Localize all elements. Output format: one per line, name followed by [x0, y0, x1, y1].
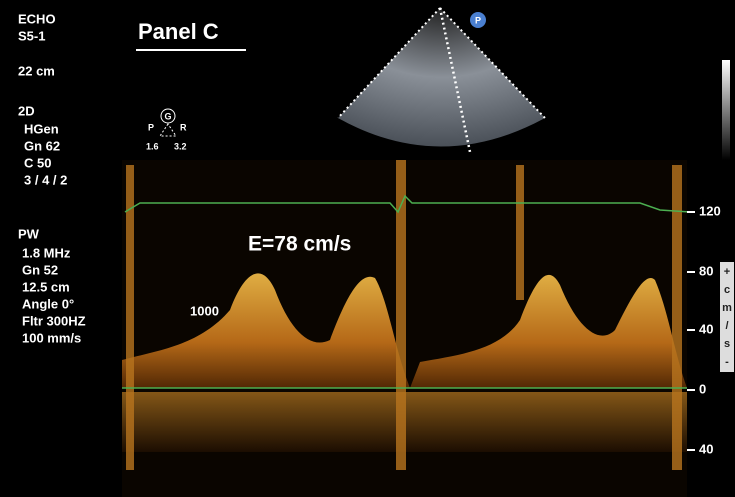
mode: ECHO — [18, 11, 56, 26]
marker-ring — [160, 108, 176, 124]
marker-r: R — [180, 122, 187, 132]
unit-char: + — [724, 266, 730, 278]
scale-label: 0 — [699, 381, 706, 396]
unit-char: s — [724, 338, 730, 350]
spectrum — [122, 160, 691, 497]
marker-p: P — [148, 122, 154, 132]
marker-left-value: 1.6 — [146, 141, 159, 151]
marker-triangle — [159, 123, 177, 137]
setting-2d: C 50 — [24, 155, 51, 170]
probe-marker — [470, 12, 486, 28]
velocity-scale: 120 80 40 0 40 — [687, 203, 721, 456]
unit-char: m — [722, 302, 732, 314]
unit: + cm / s - — [722, 266, 732, 368]
settings: HGen Gn 62 C 50 3 / 4 / 2 1.8 MHz Gn 52 12.5 c… — [22, 121, 86, 345]
unit-char: c — [724, 284, 730, 296]
valve-clicks — [126, 160, 682, 470]
setting-2d: Gn 62 — [24, 138, 60, 153]
mode-pw: PW — [18, 226, 40, 241]
panel-title: Panel C — [138, 19, 219, 44]
ecg-trace — [124, 194, 691, 214]
left-info: ECHO S5-1 22 cm 2D PW — [18, 11, 56, 241]
probe-marker-label: P — [475, 15, 481, 25]
setting-pw: 1.8 MHz — [22, 245, 71, 260]
wave-1 — [122, 273, 410, 388]
marker-right-value: 3.2 — [174, 141, 187, 151]
unit-char: - — [725, 356, 729, 368]
unit-char: / — [725, 320, 728, 332]
mode-2d: 2D — [18, 103, 35, 118]
setting-2d: 3 / 4 / 2 — [24, 172, 67, 187]
probe: S5-1 — [18, 28, 45, 43]
scale-label: 120 — [699, 203, 721, 218]
setting-pw: 12.5 cm — [22, 279, 70, 294]
annotation: E=78 cm/s — [248, 233, 351, 256]
setting-pw: Gn 52 — [22, 262, 58, 277]
setting-2d: HGen — [24, 121, 59, 136]
setting-pw: 100 mm/s — [22, 330, 81, 345]
scale-label: 40 — [699, 441, 713, 456]
setting-pw: Fltr 300HZ — [22, 313, 86, 328]
marker-g: G — [164, 111, 171, 121]
depth: 22 cm — [18, 63, 55, 78]
scale-label: 80 — [699, 263, 713, 278]
wave-2 — [410, 274, 687, 388]
setting-pw: Angle 0° — [22, 296, 74, 311]
sector-edges — [337, 7, 546, 119]
gray-bar — [722, 60, 730, 160]
prf-label: 1000 — [190, 303, 219, 318]
unit-box — [720, 262, 734, 372]
scale-label: 40 — [699, 321, 713, 336]
sector-image — [338, 8, 545, 147]
